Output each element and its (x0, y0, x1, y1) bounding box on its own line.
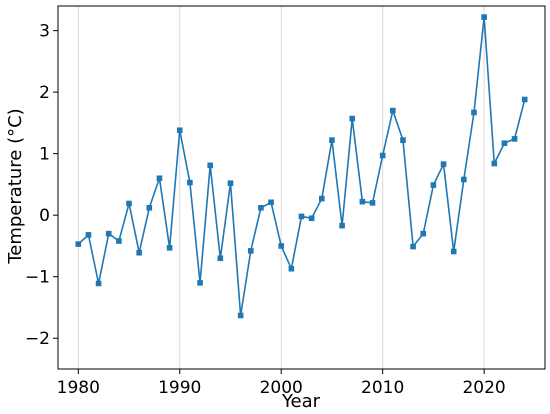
data-point-2023 (511, 136, 518, 142)
data-point-2024 (521, 96, 528, 103)
data-point-1995 (227, 180, 234, 186)
data-point-1989 (166, 244, 173, 251)
data-point-2010 (379, 152, 386, 159)
data-point-2022 (501, 140, 508, 147)
data-point-1999 (268, 199, 274, 206)
data-point-2001 (288, 265, 295, 272)
data-point-1980 (75, 241, 82, 247)
data-point-1993 (207, 162, 213, 169)
data-point-1994 (217, 255, 224, 262)
data-point-1992 (197, 280, 203, 286)
data-point-2012 (400, 137, 406, 143)
data-point-1986 (136, 249, 142, 256)
data-point-2014 (420, 230, 427, 237)
x-tick-label-2020: 2020 (462, 378, 505, 398)
y-tick-label--1: −1 (25, 268, 50, 288)
ticks: 1980 1990 2000 2010 2020 −2 −1 0 1 2 3 (25, 22, 506, 398)
series-temperature (75, 14, 528, 319)
data-point-1998 (258, 205, 264, 211)
data-point-2011 (390, 107, 396, 114)
data-point-2004 (318, 195, 325, 202)
x-tick-label-2000: 2000 (260, 378, 303, 398)
x-tick-label-2010: 2010 (361, 378, 404, 398)
data-point-2021 (491, 160, 498, 167)
data-point-2015 (430, 182, 437, 188)
data-point-2009 (369, 200, 376, 206)
y-tick-label--2: −2 (25, 329, 50, 349)
y-tick-label-0: 0 (39, 206, 50, 226)
y-tick-label-3: 3 (39, 22, 50, 42)
data-point-2007 (349, 115, 356, 122)
data-point-2005 (329, 137, 335, 143)
data-point-2017 (450, 248, 457, 255)
data-point-1997 (247, 248, 254, 254)
data-point-2018 (461, 176, 467, 183)
x-tick-label-1990: 1990 (158, 378, 201, 398)
data-point-1990 (176, 127, 183, 134)
data-point-1984 (116, 238, 122, 244)
axes (57, 5, 546, 370)
data-point-2003 (308, 215, 315, 222)
x-tick-label-1980: 1980 (57, 378, 100, 398)
data-point-2013 (410, 243, 416, 250)
data-point-1982 (95, 280, 102, 287)
plot-frame (57, 5, 546, 370)
y-tick-label-1: 1 (39, 145, 50, 165)
grid (77, 6, 485, 369)
data-point-1983 (105, 230, 112, 237)
data-point-1985 (126, 200, 132, 207)
data-point-2008 (359, 198, 366, 205)
data-point-2000 (278, 243, 285, 249)
data-point-2006 (339, 222, 345, 229)
data-point-1991 (187, 179, 193, 186)
data-point-1996 (237, 312, 244, 319)
series-line-0 (77, 16, 526, 317)
data-point-2019 (471, 109, 477, 116)
x-axis-label: Year (281, 391, 321, 412)
data-point-1988 (156, 175, 163, 182)
data-point-2002 (298, 213, 305, 220)
data-point-1981 (85, 232, 92, 238)
data-point-2020 (481, 14, 487, 20)
y-tick-label-2: 2 (39, 83, 50, 103)
y-axis-label: Temperature (°C) (5, 108, 26, 264)
data-point-1987 (146, 205, 153, 211)
data-point-2016 (440, 161, 447, 167)
